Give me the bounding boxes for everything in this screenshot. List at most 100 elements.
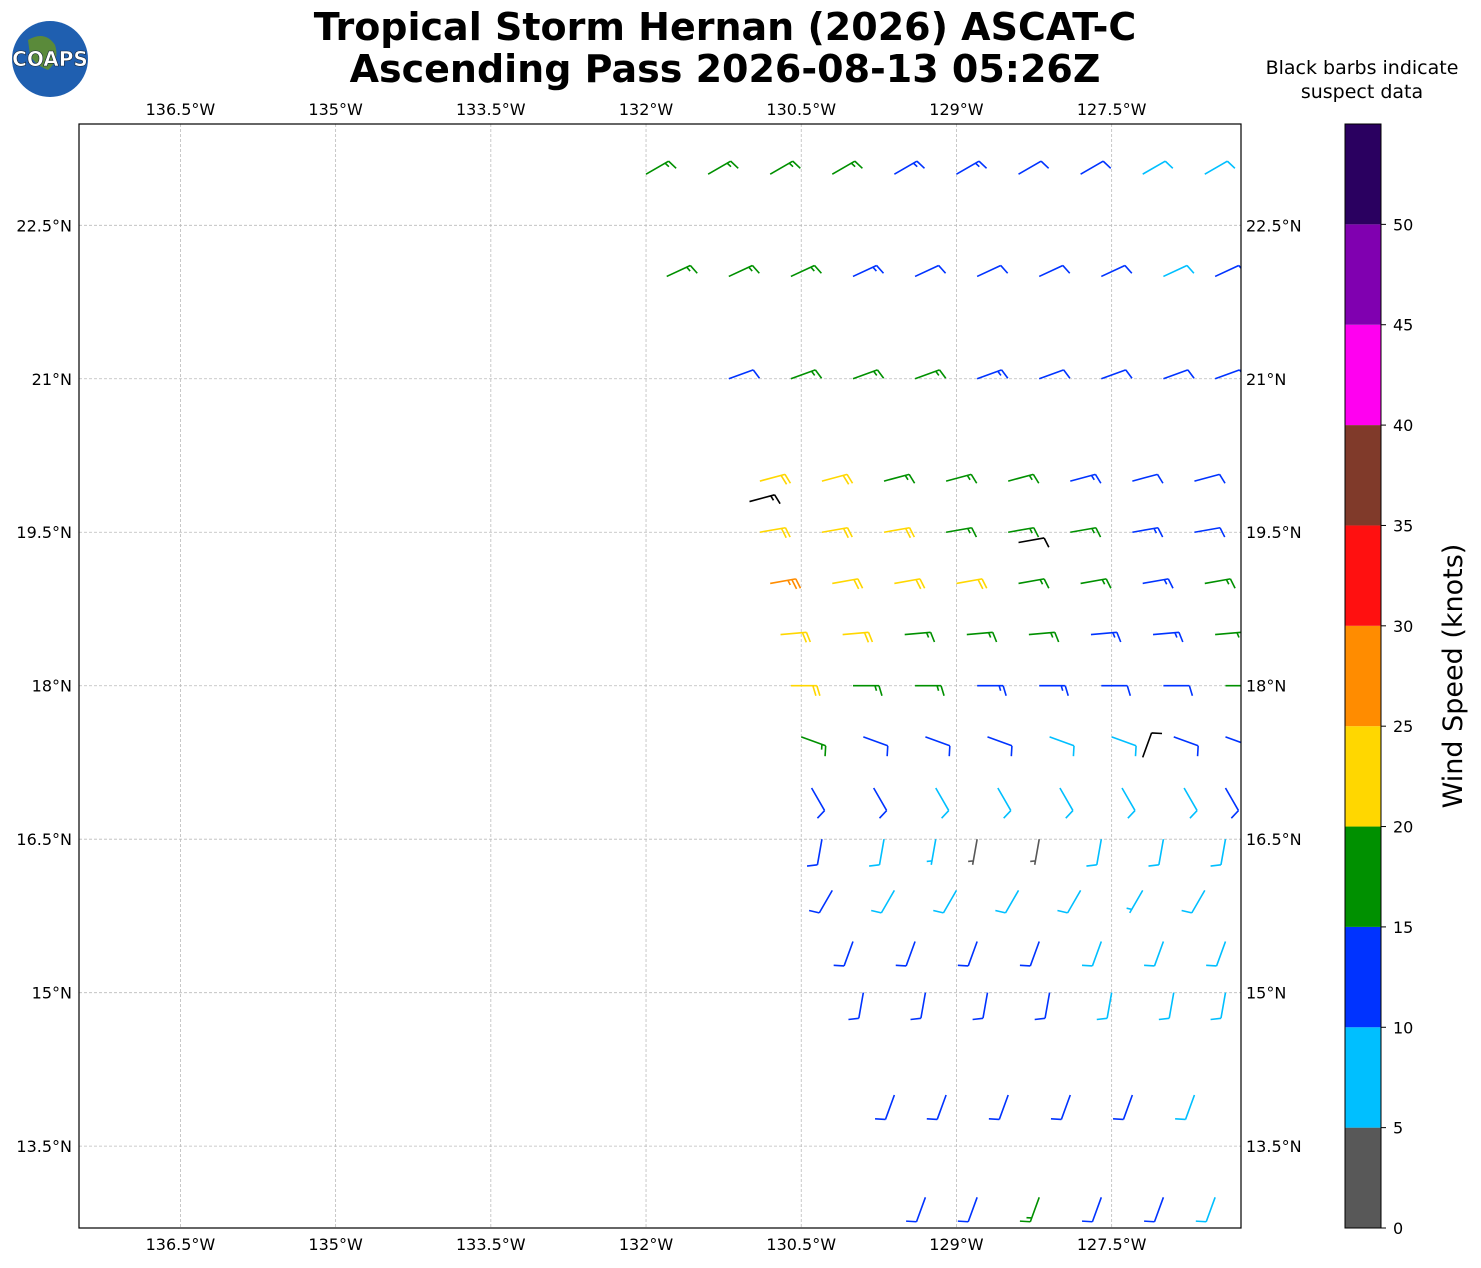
barb-shape: [1214, 264, 1241, 278]
barb-shape: [869, 839, 885, 867]
barb-shape: [790, 369, 823, 380]
barb-shape: [906, 1197, 927, 1223]
wind-barb: [1224, 787, 1240, 819]
wind-barb: [1148, 839, 1165, 867]
barb-shape: [997, 787, 1012, 819]
wind-barb: [1194, 473, 1226, 484]
wind-barb: [1204, 160, 1236, 175]
barb-shape: [1080, 160, 1112, 175]
wind-barb: [1225, 684, 1241, 687]
wind-barb: [914, 264, 947, 278]
wind-barb: [1142, 578, 1174, 589]
wind-barb: [933, 889, 958, 914]
wind-barb: [1126, 889, 1144, 914]
barb-shape: [968, 839, 978, 865]
wind-barb: [1019, 1197, 1040, 1223]
barb-shape: [1181, 889, 1206, 914]
wind-barb: [1080, 578, 1112, 589]
wind-barb: [1070, 473, 1102, 484]
x-tick-label: 129°W: [929, 100, 984, 119]
barb-shape: [1059, 787, 1074, 819]
colorbar-segment: [1345, 926, 1381, 1028]
barb-shape: [1175, 1094, 1196, 1121]
wind-barb: [1204, 578, 1236, 589]
barb-shape: [1206, 941, 1227, 967]
y-tick-label: 15°N: [1246, 984, 1286, 1003]
colorbar-segment: [1345, 525, 1381, 626]
wind-barb: [852, 684, 883, 696]
wind-barb: [914, 369, 947, 380]
colorbar-frame: [1344, 123, 1382, 1229]
barb-shape: [1090, 631, 1122, 643]
wind-barb: [810, 787, 826, 819]
wind-barb: [1144, 1197, 1165, 1223]
wind-barb: [1214, 264, 1241, 278]
barb-shape: [1070, 526, 1102, 538]
barb-shape: [790, 264, 822, 278]
x-tick-label: 127.5°W: [1077, 100, 1147, 119]
y-tick-label: 15°N: [32, 984, 72, 1003]
wind-barb: [915, 684, 945, 696]
barb-shape: [832, 578, 864, 590]
note: suspect data: [1301, 81, 1423, 103]
wind-barb: [1158, 992, 1175, 1021]
wind-barb: [972, 992, 989, 1021]
wind-barb: [749, 494, 781, 505]
wind-barb: [1019, 941, 1040, 967]
colorbar-tick-label: 40: [1393, 416, 1413, 435]
barb-shape: [780, 631, 812, 643]
wind-barb: [821, 473, 854, 485]
barb-shape: [821, 526, 853, 539]
wind-barb: [800, 736, 827, 757]
barb-shape: [1224, 787, 1240, 819]
y-tick-label: 18°N: [1246, 677, 1286, 696]
barb-shape: [976, 264, 1009, 278]
wind-barb: [808, 889, 833, 914]
colorbar-segment: [1345, 726, 1381, 827]
wind-barb: [790, 264, 822, 278]
x-tick-label: 135°W: [308, 1235, 363, 1254]
barb-shape: [1038, 264, 1071, 278]
barb-shape: [1112, 1094, 1134, 1121]
barb-shape: [1081, 1197, 1103, 1223]
chart-title: Tropical Storm Hernan (2026) ASCAT-C: [314, 5, 1137, 49]
barb-shape: [1132, 473, 1164, 484]
barb-shape: [842, 631, 874, 643]
wind-barb: [956, 160, 988, 175]
barb-shape: [759, 473, 792, 485]
barb-shape: [1086, 839, 1103, 867]
wind-barb: [1090, 631, 1122, 643]
colorbar-tick-label: 30: [1393, 617, 1413, 636]
barb-shape: [872, 787, 888, 819]
y-tick-label: 13.5°N: [16, 1137, 72, 1156]
barb-shape: [848, 992, 865, 1021]
wind-barb: [987, 736, 1013, 757]
x-tick-label: 135°W: [308, 100, 363, 119]
wind-barb: [872, 787, 888, 819]
barb-shape: [800, 736, 827, 757]
wind-barb: [935, 787, 950, 819]
barb-shape: [1019, 941, 1040, 967]
wind-barb: [728, 369, 761, 380]
barb-shape: [894, 578, 926, 590]
barb-shape: [925, 736, 951, 757]
barb-shape: [1144, 941, 1165, 967]
wind-barb: [1086, 839, 1103, 867]
barb-shape: [1163, 684, 1194, 696]
barb-shape: [977, 684, 1007, 696]
barb-shape: [914, 264, 947, 278]
barb-shape: [1019, 1197, 1040, 1223]
colorbar-tick-label: 5: [1393, 1119, 1403, 1138]
barb-shape: [895, 941, 916, 967]
barb-shape: [1121, 787, 1136, 819]
barb-shape: [957, 941, 978, 967]
wind-barb: [966, 631, 998, 643]
barb-shape: [910, 992, 927, 1021]
barb-shape: [728, 369, 761, 380]
wind-barb: [1141, 732, 1163, 758]
barb-shape: [808, 889, 833, 914]
barb-shape: [972, 992, 989, 1021]
wind-barb: [1028, 631, 1060, 643]
barb-shape: [1111, 736, 1137, 757]
wind-barb: [1081, 941, 1103, 967]
